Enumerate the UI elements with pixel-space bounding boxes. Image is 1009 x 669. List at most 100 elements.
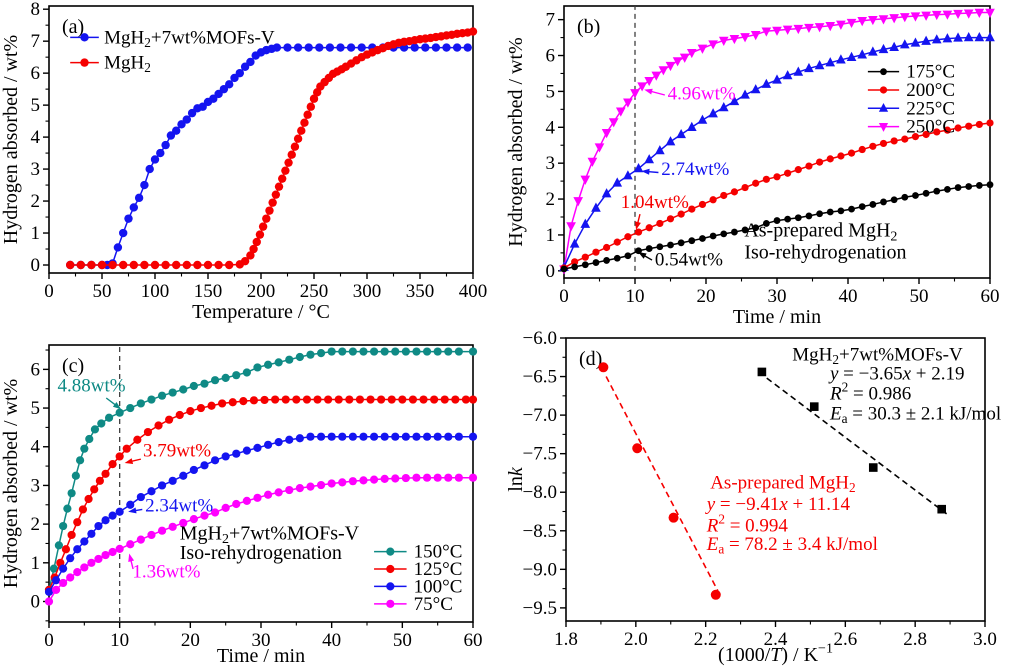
svg-text:10: 10 <box>110 630 129 651</box>
svg-text:50: 50 <box>93 281 112 302</box>
svg-text:2: 2 <box>31 514 41 535</box>
svg-text:4: 4 <box>546 117 556 138</box>
svg-text:MgH2+7wt%MOFs-V: MgH2+7wt%MOFs-V <box>180 523 360 548</box>
svg-text:40: 40 <box>839 286 858 307</box>
panel-b: 0 10 20 30 40 50 60 0 1 2 3 4 5 6 7 Time / min Hydrogen … <box>505 5 1000 328</box>
svg-text:1: 1 <box>546 225 556 246</box>
svg-text:Iso-rehydrogenation: Iso-rehydrogenation <box>744 241 906 263</box>
svg-text:1.8: 1.8 <box>554 629 578 650</box>
svg-text:250: 250 <box>300 281 329 302</box>
svg-text:Time / min: Time / min <box>733 306 821 328</box>
svg-text:300: 300 <box>353 281 382 302</box>
svg-text:60: 60 <box>981 286 1000 307</box>
svg-text:40: 40 <box>322 630 341 651</box>
svg-text:(d): (d) <box>579 348 602 370</box>
svg-text:75°C: 75°C <box>414 594 453 615</box>
svg-text:50: 50 <box>393 630 412 651</box>
svg-text:−7.0: −7.0 <box>523 405 557 426</box>
svg-text:30: 30 <box>768 286 787 307</box>
svg-text:(b): (b) <box>577 16 600 38</box>
panel-d: 1.8 2.0 2.2 2.4 2.6 2.8 3.0 −9.5 −9.0 −8.5 −8.0 −7.… <box>505 328 1001 666</box>
svg-text:−9.5: −9.5 <box>523 598 557 619</box>
svg-text:−6.5: −6.5 <box>523 367 557 388</box>
svg-text:As-prepared MgH2: As-prepared MgH2 <box>710 472 855 494</box>
svg-text:2.2: 2.2 <box>694 629 718 650</box>
svg-text:0: 0 <box>44 630 54 651</box>
svg-text:50: 50 <box>910 286 929 307</box>
svg-text:−7.5: −7.5 <box>523 444 557 465</box>
svg-text:y = −9.41x + 11.14: y = −9.41x + 11.14 <box>705 494 851 515</box>
svg-text:Hydrogen absorbed / wt%: Hydrogen absorbed / wt% <box>0 379 22 588</box>
svg-text:3.0: 3.0 <box>973 629 997 650</box>
svg-text:0.54wt%: 0.54wt% <box>655 249 723 270</box>
svg-text:200: 200 <box>247 281 276 302</box>
svg-text:150: 150 <box>194 281 223 302</box>
svg-text:3.79wt%: 3.79wt% <box>143 440 211 461</box>
svg-text:1.04wt%: 1.04wt% <box>621 192 689 213</box>
svg-text:200°C: 200°C <box>906 80 955 101</box>
svg-text:2.74wt%: 2.74wt% <box>661 159 729 180</box>
svg-text:R2 = 0.986: R2 = 0.986 <box>829 380 911 405</box>
svg-text:2.4: 2.4 <box>764 629 788 650</box>
svg-text:7: 7 <box>546 10 556 31</box>
svg-text:0: 0 <box>31 591 41 612</box>
svg-text:(c): (c) <box>62 355 84 377</box>
svg-text:10: 10 <box>626 286 645 307</box>
svg-text:0: 0 <box>546 261 556 282</box>
svg-text:0: 0 <box>44 281 54 302</box>
svg-text:lnk: lnk <box>505 466 527 492</box>
svg-text:0: 0 <box>559 286 569 307</box>
svg-text:MgH2+7wt%MOFs-V: MgH2+7wt%MOFs-V <box>792 344 963 366</box>
svg-text:4.96wt%: 4.96wt% <box>668 83 736 104</box>
svg-text:20: 20 <box>181 630 200 651</box>
svg-text:R2 = 0.994: R2 = 0.994 <box>706 512 789 537</box>
svg-text:Time / min: Time / min <box>217 645 305 667</box>
svg-text:−8.0: −8.0 <box>523 482 557 503</box>
svg-text:175°C: 175°C <box>906 62 955 83</box>
panel-a: 0 50 100 150 200 250 300 350 400 0 1 2 3 4 5 6 7 8 Tempera… <box>0 0 487 323</box>
svg-text:MgH2: MgH2 <box>104 53 151 75</box>
svg-text:6: 6 <box>546 46 556 67</box>
svg-text:250°C: 250°C <box>906 117 955 138</box>
svg-text:2: 2 <box>546 189 556 210</box>
svg-text:Hydrogen absorbed / wt%: Hydrogen absorbed / wt% <box>0 35 22 244</box>
svg-text:1: 1 <box>31 223 41 244</box>
svg-text:6: 6 <box>31 359 41 380</box>
svg-text:400: 400 <box>459 281 488 302</box>
svg-text:4.88wt%: 4.88wt% <box>57 375 125 396</box>
svg-text:100: 100 <box>141 281 170 302</box>
panel-c: 0 10 20 30 40 50 60 0 1 2 3 4 5 6 Time / min Hydrogen a… <box>0 344 483 667</box>
svg-text:2: 2 <box>31 191 41 212</box>
svg-text:1.36wt%: 1.36wt% <box>132 562 200 583</box>
svg-text:−6.0: −6.0 <box>523 328 557 349</box>
svg-text:60: 60 <box>464 630 483 651</box>
svg-text:−9.0: −9.0 <box>523 559 557 580</box>
svg-text:(a): (a) <box>62 16 84 38</box>
svg-text:5: 5 <box>31 398 41 419</box>
svg-text:Hydrogen absorbed / wt%: Hydrogen absorbed / wt% <box>505 37 527 246</box>
svg-text:y = −3.65x + 2.19: y = −3.65x + 2.19 <box>828 364 965 385</box>
svg-text:225°C: 225°C <box>906 98 955 119</box>
svg-text:7: 7 <box>31 31 41 52</box>
svg-text:3: 3 <box>31 159 41 180</box>
svg-text:Iso-rehydrogenation: Iso-rehydrogenation <box>180 542 342 564</box>
svg-text:30: 30 <box>252 630 271 651</box>
svg-text:100°C: 100°C <box>414 576 463 597</box>
svg-text:2.0: 2.0 <box>624 629 648 650</box>
svg-text:0: 0 <box>31 255 41 276</box>
svg-text:2.34wt%: 2.34wt% <box>145 495 213 516</box>
svg-text:4: 4 <box>31 127 41 148</box>
svg-text:−8.5: −8.5 <box>523 521 557 542</box>
svg-text:MgH2+7wt%MOFs-V: MgH2+7wt%MOFs-V <box>104 27 275 49</box>
svg-text:8: 8 <box>31 0 41 20</box>
svg-text:125°C: 125°C <box>414 559 463 580</box>
svg-text:Ea = 30.3 ± 2.1 kJ/mol: Ea = 30.3 ± 2.1 kJ/mol <box>829 404 1001 426</box>
svg-text:2.8: 2.8 <box>903 629 927 650</box>
svg-text:As-prepared MgH2: As-prepared MgH2 <box>744 220 897 245</box>
svg-text:20: 20 <box>697 286 716 307</box>
svg-text:2.6: 2.6 <box>833 629 857 650</box>
svg-text:Temperature / °C: Temperature / °C <box>192 301 330 323</box>
svg-text:(1000/T) / K−1: (1000/T) / K−1 <box>718 642 833 666</box>
